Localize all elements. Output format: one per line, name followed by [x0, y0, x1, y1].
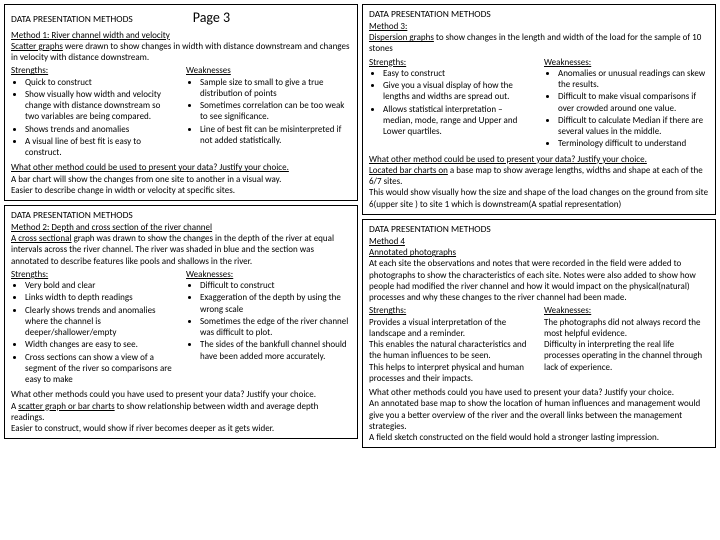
t: This helps to interpret physical and hum…: [369, 362, 534, 385]
strengths-label: Strengths:: [11, 269, 48, 280]
list-item: Very bold and clear: [25, 280, 176, 291]
list-item: Clearly shows trends and anomalies where…: [25, 305, 176, 339]
weaknesses-label: Weaknesses: [186, 65, 231, 76]
list-item: Sample size to small to give a true dist…: [200, 77, 351, 100]
list-item: Sometimes the edge of the river channel …: [200, 316, 351, 339]
method4-other-q: What other methods could you have used t…: [369, 387, 709, 398]
list-item: A visual line of best fit is easy to con…: [25, 136, 176, 159]
panel-method1: DATA PRESENTATION METHODS Page 3 Method …: [4, 4, 358, 201]
method3-desc-a: Dispersion graphs: [369, 32, 434, 43]
method1-weaknesses: Weaknesses Sample size to small to give …: [186, 65, 351, 159]
t: This enables the natural characteristics…: [369, 339, 534, 362]
section-header: DATA PRESENTATION METHODS: [11, 14, 133, 26]
list-item: Give you a visual display of how the len…: [383, 80, 534, 103]
strengths-label: Strengths:: [11, 65, 48, 76]
weaknesses-label: Weaknesses:: [186, 269, 233, 280]
t: Provides a visual interpretation of the …: [369, 317, 534, 340]
section-header: DATA PRESENTATION METHODS: [369, 224, 709, 236]
method4-title: Method 4: [369, 236, 405, 247]
weaknesses-label: Weaknesses:: [544, 57, 591, 68]
list-item: Allows statistical interpretation – medi…: [383, 104, 534, 138]
panel-method3: DATA PRESENTATION METHODS Method 3: Disp…: [362, 4, 716, 215]
method4-desc: At each site the observations and notes …: [369, 258, 709, 303]
list-item: Difficult to calculate Median if there a…: [558, 115, 709, 138]
method4-weaknesses: Weaknesses: The photographs did not alwa…: [544, 305, 709, 384]
list-item: Sometimes correlation can be too weak to…: [200, 100, 351, 123]
t: Located bar charts on: [369, 165, 448, 176]
strengths-label: Strengths:: [369, 305, 406, 316]
list-item: Line of best fit can be misinterpreted i…: [200, 124, 351, 147]
left-column: DATA PRESENTATION METHODS Page 3 Method …: [4, 4, 358, 536]
right-column: DATA PRESENTATION METHODS Method 3: Disp…: [362, 4, 716, 536]
list-item: Shows trends and anomalies: [25, 124, 176, 135]
t: Difficulty in interpreting the real life…: [544, 339, 709, 373]
method3-other-q: What other method could be used to prese…: [369, 154, 647, 165]
panel-method4: DATA PRESENTATION METHODS Method 4 Annot…: [362, 219, 716, 448]
method4-other-a2: A field sketch constructed on the field …: [369, 432, 709, 443]
list-item: The sides of the bankfull channel should…: [200, 339, 351, 362]
page-number: Page 3: [193, 9, 230, 27]
panel-method2: DATA PRESENTATION METHODS Method 2: Dept…: [4, 205, 358, 439]
method3-title: Method 3:: [369, 21, 407, 32]
method1-other-a1: A bar chart will show the changes from o…: [11, 174, 351, 185]
method3-other-a2: This would show visually how the size an…: [369, 187, 709, 210]
method4-strengths: Strengths: Provides a visual interpretat…: [369, 305, 534, 384]
method3-strengths: Strengths: Easy to construct Give you a …: [369, 57, 534, 151]
list-item: Anomalies or unusual readings can skew t…: [558, 68, 709, 91]
method2-other-a2: Easier to construct, would show if river…: [11, 423, 351, 434]
method1-other-a2: Easier to describe change in width or ve…: [11, 185, 351, 196]
list-item: Show visually how width and velocity cha…: [25, 89, 176, 123]
list-item: Terminology difficult to understand: [558, 138, 709, 149]
method3-weaknesses: Weaknesses: Anomalies or unusual reading…: [544, 57, 709, 151]
list-item: Difficult to construct: [200, 280, 351, 291]
method1-title: Method 1: River channel width and veloci…: [11, 30, 170, 41]
t: The photographs did not always record th…: [544, 317, 709, 340]
weaknesses-label: Weaknesses:: [544, 305, 591, 316]
list-item: Easy to construct: [383, 68, 534, 79]
list-item: Width changes are easy to see.: [25, 339, 176, 350]
method2-title: Method 2: Depth and cross section of the…: [11, 222, 212, 233]
method1-desc-a: Scatter graphs: [11, 41, 63, 52]
section-header: DATA PRESENTATION METHODS: [11, 210, 351, 222]
strengths-label: Strengths:: [369, 57, 406, 68]
list-item: Exaggeration of the depth by using the w…: [200, 292, 351, 315]
list-item: Quick to construct: [25, 77, 176, 88]
method4-other-a1: An annotated base map to show the locati…: [369, 398, 709, 432]
list-item: Links width to depth readings: [25, 292, 176, 303]
method2-desc-a: A cross sectional: [11, 233, 72, 244]
method4-subtitle: Annotated photographs: [369, 247, 456, 258]
t: scatter graph or bar charts: [18, 401, 114, 412]
method2-other-q: What other methods could you have used t…: [11, 389, 351, 400]
method2-weaknesses: Weaknesses: Difficult to construct Exagg…: [186, 269, 351, 387]
list-item: Cross sections can show a view of a segm…: [25, 352, 176, 386]
section-header: DATA PRESENTATION METHODS: [369, 9, 709, 21]
method1-other-q: What other method could be used to prese…: [11, 162, 289, 173]
method1-strengths: Strengths: Quick to construct Show visua…: [11, 65, 176, 159]
method2-strengths: Strengths: Very bold and clear Links wid…: [11, 269, 176, 387]
list-item: Difficult to make visual comparisons if …: [558, 91, 709, 114]
